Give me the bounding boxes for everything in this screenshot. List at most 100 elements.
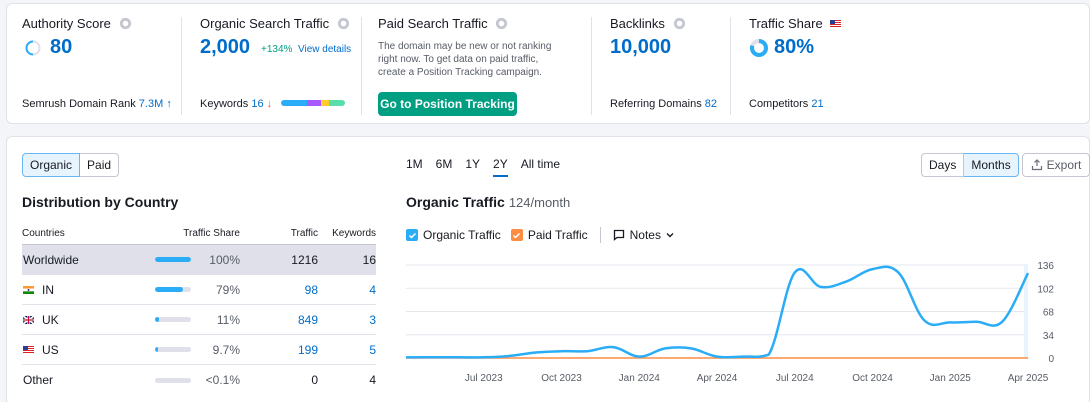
table-row[interactable]: Other <0.1% 0 4 <box>22 365 376 395</box>
checkbox-checked-icon <box>406 229 418 241</box>
period-1y[interactable]: 1Y <box>465 157 481 171</box>
keywords-header[interactable]: Keywords <box>332 228 376 239</box>
referring-domains-value[interactable]: 82 <box>704 98 718 110</box>
table-row[interactable]: UK 11% 849 3 <box>22 305 376 335</box>
domain-rank-label: Semrush Domain Rank <box>22 98 136 110</box>
info-icon[interactable] <box>495 17 508 30</box>
country-name: Worldwide <box>23 252 79 267</box>
country-name: IN <box>42 282 54 297</box>
share-bar <box>155 365 191 395</box>
us-flag-icon <box>23 345 34 354</box>
us-flag-icon <box>830 20 842 28</box>
traffic-share-value: 80% <box>774 36 815 58</box>
country-name: UK <box>42 312 59 327</box>
trend-down-icon: ↓ <box>266 98 273 110</box>
info-icon[interactable] <box>673 17 686 30</box>
notes-dropdown[interactable]: Notes <box>613 228 675 242</box>
organic-tab[interactable]: Organic <box>22 153 81 177</box>
x-tick-label: Jul 2023 <box>465 373 503 384</box>
export-button[interactable]: Export <box>1022 153 1090 177</box>
summary-card: Authority Score 80 Semrush Domain Rank 7… <box>6 3 1090 124</box>
domain-rank-value[interactable]: 7.3M <box>138 98 164 110</box>
view-details-link[interactable]: View details <box>298 44 352 55</box>
keyword-intent-bar <box>281 100 346 106</box>
share-value: 11% <box>216 312 240 327</box>
x-tick-label: Jan 2024 <box>619 373 661 384</box>
period-2y[interactable]: 2Y <box>493 157 508 177</box>
x-tick-label: Oct 2023 <box>541 373 582 384</box>
notes-icon <box>613 229 624 241</box>
backlinks-metric: Backlinks 10,000 Referring Domains 82 <box>610 4 730 125</box>
x-tick-label: Apr 2024 <box>697 373 738 384</box>
country-name: US <box>42 342 59 357</box>
traffic-share-title: Traffic Share <box>749 16 823 31</box>
authority-gauge-icon <box>25 40 41 56</box>
months-button[interactable]: Months <box>964 153 1019 177</box>
organic-search-value[interactable]: 2,000 <box>200 36 251 58</box>
organic-traffic-chart[interactable]: 0 34 68 102 136 Jul 2023 Oct 2023 Jan 2024 Apr 2… <box>406 255 1066 387</box>
y-tick-label: 136 <box>1037 261 1054 272</box>
authority-score-metric: Authority Score 80 Semrush Domain Rank 7… <box>22 4 182 125</box>
traffic-value[interactable]: 199 <box>297 342 318 357</box>
paid-search-metric: Paid Search Traffic The domain may be ne… <box>378 4 578 125</box>
keywords-value: 16 <box>362 252 376 267</box>
main-card: Organic Paid Distribution by Country Cou… <box>6 136 1090 402</box>
checkbox-checked-icon <box>510 229 523 241</box>
keywords-label: Keywords <box>200 98 249 110</box>
divider <box>730 17 731 115</box>
traffic-share-metric: Traffic Share 80% Competitors 21 <box>749 4 869 125</box>
divider <box>181 17 182 115</box>
traffic-value[interactable]: 98 <box>304 282 318 297</box>
backlinks-title: Backlinks <box>610 16 665 31</box>
share-bar <box>155 275 191 304</box>
period-6m[interactable]: 6M <box>435 157 453 171</box>
share-value: 100% <box>209 252 240 267</box>
competitors-label: Competitors <box>749 98 809 110</box>
period-1m[interactable]: 1M <box>406 157 423 171</box>
keywords-value[interactable]: 3 <box>369 312 376 327</box>
x-tick-label: Oct 2024 <box>852 373 893 384</box>
chevron-down-icon <box>666 233 674 238</box>
countries-header[interactable]: Countries <box>22 228 65 239</box>
share-value: <0.1% <box>205 373 240 387</box>
paid-tab[interactable]: Paid <box>80 153 120 177</box>
current-period-marker <box>1024 265 1028 358</box>
divider <box>599 227 601 243</box>
paid-traffic-checkbox[interactable]: Paid Traffic <box>510 228 588 242</box>
traffic-header[interactable]: Traffic <box>290 228 318 239</box>
referring-domains-label: Referring Domains <box>610 98 702 110</box>
keywords-value[interactable]: 5 <box>369 342 376 357</box>
traffic-share-donut-icon <box>750 39 768 57</box>
days-button[interactable]: Days <box>921 153 965 177</box>
notes-label: Notes <box>629 228 661 242</box>
info-icon[interactable] <box>119 17 132 30</box>
keywords-value[interactable]: 16 <box>251 98 264 110</box>
y-tick-label: 68 <box>1043 308 1055 319</box>
position-tracking-button[interactable]: Go to Position Tracking <box>378 92 517 116</box>
x-tick-label: Jul 2024 <box>776 373 814 384</box>
table-row[interactable]: US 9.7% 199 5 <box>22 335 376 365</box>
period-all-time[interactable]: All time <box>520 157 561 171</box>
backlinks-value[interactable]: 10,000 <box>610 36 672 58</box>
traffic-share-header[interactable]: Traffic Share <box>183 228 240 239</box>
paid-search-title: Paid Search Traffic <box>378 16 488 31</box>
table-row[interactable]: Worldwide 100% 1216 16 <box>22 245 376 275</box>
competitors-value[interactable]: 21 <box>811 98 824 110</box>
organic-traffic-legend-label: Organic Traffic <box>423 228 501 242</box>
organic-traffic-line[interactable] <box>406 265 1030 359</box>
divider <box>591 17 592 115</box>
info-icon[interactable] <box>337 17 350 30</box>
traffic-value[interactable]: 849 <box>297 312 318 327</box>
share-bar <box>155 245 191 274</box>
organic-traffic-checkbox[interactable]: Organic Traffic <box>406 228 501 242</box>
trend-up-icon: ↑ <box>166 98 172 110</box>
organic-traffic-heading: Organic Traffic <box>406 194 505 210</box>
y-tick-label: 0 <box>1048 354 1054 365</box>
paid-traffic-legend-label: Paid Traffic <box>527 228 588 242</box>
share-value: 79% <box>215 282 240 297</box>
table-row[interactable]: IN 79% 98 4 <box>22 275 376 305</box>
x-tick-label: Jan 2025 <box>930 373 972 384</box>
keywords-value[interactable]: 4 <box>369 282 376 297</box>
organic-paid-toggle: Organic Paid <box>22 153 120 177</box>
x-tick-label: Apr 2025 <box>1008 373 1049 384</box>
